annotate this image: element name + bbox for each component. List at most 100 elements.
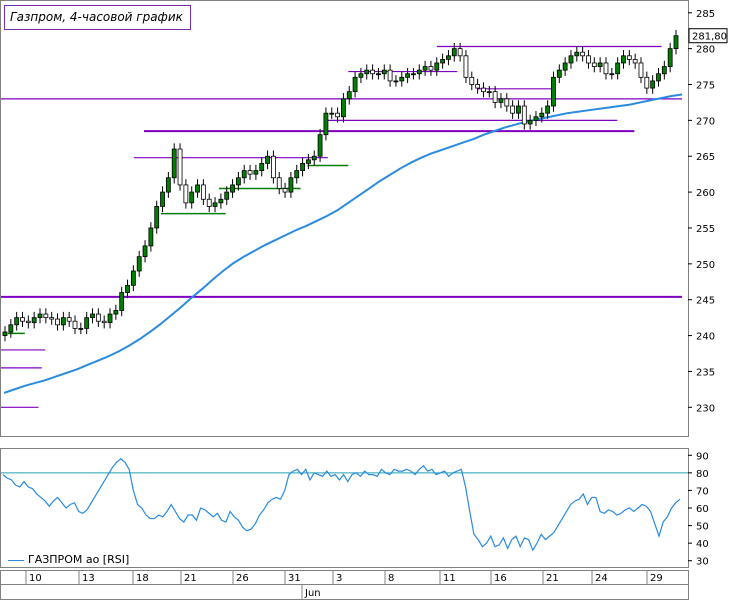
candle-body xyxy=(142,245,148,258)
candle-body xyxy=(31,317,37,324)
candle-body xyxy=(562,62,568,71)
candle-body xyxy=(615,62,621,75)
y-tick-label: 280 xyxy=(696,45,715,56)
candle-body xyxy=(405,73,411,78)
candle-body xyxy=(667,48,673,67)
candle-body xyxy=(341,98,346,118)
candle-body xyxy=(160,191,165,207)
candle-body xyxy=(504,98,510,107)
rsi-panel xyxy=(0,448,689,568)
candle-body xyxy=(521,105,527,125)
candle-body xyxy=(183,184,189,204)
rsi-y-tick-label: 90 xyxy=(696,451,709,462)
candle-body xyxy=(451,48,457,57)
candle-body xyxy=(358,73,364,78)
candle-body xyxy=(346,91,352,100)
rsi-y-tick-label: 80 xyxy=(696,469,709,480)
candle-body xyxy=(516,105,521,114)
candle-body xyxy=(428,66,434,71)
y-tick-label: 235 xyxy=(696,367,715,378)
y-tick-label: 245 xyxy=(696,296,715,307)
candle-body xyxy=(486,91,492,94)
x-tick-label: 26 xyxy=(236,573,249,584)
candle-body xyxy=(376,73,381,76)
candle-body xyxy=(37,313,43,319)
candle-body xyxy=(282,188,288,193)
y-tick-label: 265 xyxy=(696,152,715,163)
candle-body xyxy=(300,163,305,171)
candle-body xyxy=(107,313,113,324)
candle-body xyxy=(14,317,20,326)
candle-body xyxy=(95,313,101,322)
candle-body xyxy=(253,170,259,175)
candle-body xyxy=(364,69,370,75)
candle-body xyxy=(510,105,516,114)
rsi-y-tick-label: 40 xyxy=(696,539,709,550)
candle-body xyxy=(206,198,212,207)
candle-body xyxy=(533,116,539,121)
candle-body xyxy=(230,184,235,193)
candle-body xyxy=(481,87,486,93)
candle-body xyxy=(43,313,49,319)
candle-body xyxy=(311,155,317,161)
x-tick-label: 29 xyxy=(650,573,663,584)
candle-body xyxy=(195,184,200,193)
rsi-chart-layer xyxy=(1,458,688,552)
x-tick-label: 18 xyxy=(136,573,149,584)
candle-body xyxy=(317,134,323,157)
candle-body xyxy=(72,320,78,329)
candle-body xyxy=(66,317,72,322)
candle-body xyxy=(393,80,399,83)
candle-body xyxy=(78,327,84,330)
candle-body xyxy=(597,62,603,67)
candle-body xyxy=(591,62,597,67)
candle-body xyxy=(626,55,632,60)
candle-body xyxy=(527,119,533,125)
y-tick-label: 230 xyxy=(696,403,715,414)
rsi-y-tick-label: 70 xyxy=(696,486,709,497)
chart-title: Газпром, 4-часовой график xyxy=(4,5,191,30)
candle-body xyxy=(568,55,574,64)
candle-body xyxy=(416,69,422,75)
candle-body xyxy=(370,69,375,75)
candle-body xyxy=(218,198,224,204)
x-tick-label: 16 xyxy=(494,573,507,584)
candle-body xyxy=(60,317,66,326)
candle-body xyxy=(381,69,387,75)
rsi-y-tick-label: 60 xyxy=(696,504,709,515)
candle-body xyxy=(545,105,551,114)
candle-body xyxy=(49,317,55,320)
candle-body xyxy=(556,69,562,78)
candle-body xyxy=(440,58,446,64)
y-tick-label: 255 xyxy=(696,224,715,235)
candle-body xyxy=(224,191,230,200)
candle-body xyxy=(270,155,276,179)
candle-body xyxy=(656,73,661,82)
candle-body xyxy=(2,331,8,336)
candle-body xyxy=(200,184,206,200)
x-tick-label: 21 xyxy=(546,573,559,584)
main-panel xyxy=(0,0,689,437)
candle-body xyxy=(276,177,282,189)
candle-body xyxy=(259,163,265,171)
axis-layer: 230 235 240 245 250 255 260 265 270 275 280 285 281,… xyxy=(0,9,728,599)
candle-body xyxy=(411,73,416,76)
y-tick-label: 260 xyxy=(696,188,715,199)
candle-body xyxy=(125,284,130,293)
candle-body xyxy=(288,177,294,193)
x-tick-label: 8 xyxy=(388,573,394,584)
candle-body xyxy=(306,159,311,164)
x-tick-label: 11 xyxy=(443,573,456,584)
candle-body xyxy=(434,62,440,71)
candle-body xyxy=(469,76,475,85)
moving-average-line xyxy=(3,93,683,394)
candle-body xyxy=(154,206,160,229)
candle-body xyxy=(177,148,183,186)
candle-body xyxy=(265,155,270,164)
candle-body xyxy=(539,112,545,118)
candle-body xyxy=(235,177,241,186)
candle-body xyxy=(212,202,218,207)
candle-body xyxy=(650,80,656,89)
candle-body xyxy=(492,91,498,103)
